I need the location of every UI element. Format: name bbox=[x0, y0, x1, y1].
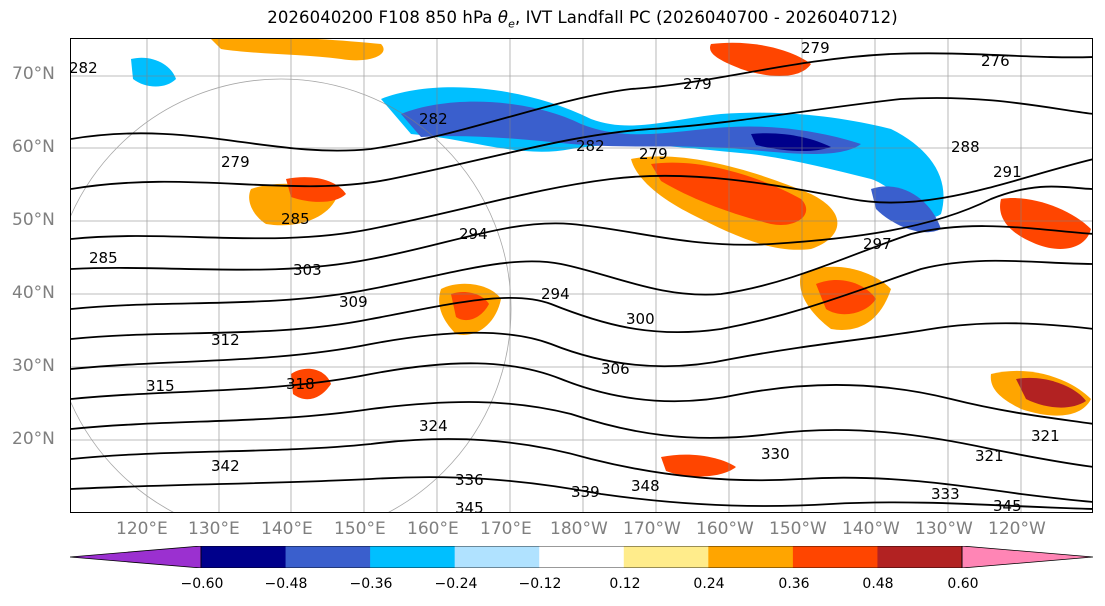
lat-label: 50°N bbox=[12, 210, 55, 230]
contour-label: 336 bbox=[455, 471, 484, 489]
contour-label: 339 bbox=[571, 483, 600, 501]
contour-label: 291 bbox=[993, 163, 1022, 181]
contour-label: 294 bbox=[541, 285, 570, 303]
map-title: 2026040200 F108 850 hPa θe, IVT Landfall… bbox=[0, 8, 1105, 30]
colorbar-tick-label: 0.12 bbox=[609, 576, 641, 592]
colorbar-tick-label: −0.12 bbox=[518, 576, 562, 592]
lon-label: 160°E bbox=[407, 519, 459, 539]
lat-label: 60°N bbox=[12, 137, 55, 157]
contour-label: 315 bbox=[146, 377, 175, 395]
lon-label: 120°E bbox=[116, 519, 168, 539]
title-suffix: , IVT Landfall PC (2026040700 - 20260407… bbox=[514, 8, 898, 27]
pos-region-subtrop bbox=[661, 454, 736, 477]
pos-core-japan bbox=[286, 177, 346, 202]
contour-label: 282 bbox=[71, 59, 98, 77]
colorbar-segment bbox=[370, 546, 456, 568]
shading-layer bbox=[131, 39, 1091, 477]
colorbar bbox=[70, 546, 1093, 568]
contour-label: 279 bbox=[639, 145, 668, 163]
colorbar-tick-label: 0.24 bbox=[693, 576, 725, 592]
colorbar-tick-label: −0.24 bbox=[434, 576, 478, 592]
contour-label: 345 bbox=[455, 499, 484, 513]
lon-label: 150°W bbox=[769, 519, 827, 539]
contour-label: 324 bbox=[419, 417, 448, 435]
lat-label: 20°N bbox=[12, 429, 55, 449]
colorbar-segments bbox=[70, 546, 1093, 568]
contour-label: 348 bbox=[631, 477, 660, 495]
lon-label: 150°E bbox=[334, 519, 386, 539]
colorbar-tick-label: −0.36 bbox=[349, 576, 393, 592]
contour-label: 282 bbox=[576, 137, 605, 155]
lon-label: 170°W bbox=[623, 519, 681, 539]
contour-label: 342 bbox=[211, 457, 240, 475]
title-theta: θ bbox=[497, 8, 509, 27]
colorbar-tick-label: 0.36 bbox=[778, 576, 810, 592]
contour-label: 321 bbox=[975, 447, 1004, 465]
contour-label: 294 bbox=[459, 225, 488, 243]
contour-label: 279 bbox=[683, 75, 712, 93]
contour-label: 288 bbox=[951, 138, 980, 156]
pos-region-okhotsk bbox=[211, 39, 384, 61]
lon-label: 160°W bbox=[696, 519, 754, 539]
colorbar-segment bbox=[623, 546, 709, 568]
pos-region-pnw bbox=[1000, 198, 1091, 249]
colorbar-tick-label: −0.60 bbox=[180, 576, 224, 592]
title-prefix: 2026040200 F108 850 hPa bbox=[267, 8, 498, 27]
colorbar-extend-low bbox=[70, 546, 202, 568]
contour-label: 303 bbox=[293, 261, 322, 279]
colorbar-segment bbox=[539, 546, 625, 568]
map-panel: 279 276 282 282 279 279 282 279 288 291 … bbox=[70, 38, 1093, 513]
pos-region-ak-north bbox=[710, 42, 811, 76]
contour-label: 345 bbox=[993, 497, 1022, 513]
lon-label: 140°W bbox=[842, 519, 900, 539]
contour-label: 285 bbox=[89, 249, 118, 267]
theta-e-contours bbox=[71, 52, 1092, 510]
colorbar-segment bbox=[792, 546, 878, 568]
colorbar-tick-label: 0.48 bbox=[862, 576, 894, 592]
lon-label: 170°E bbox=[480, 519, 532, 539]
contour-label: 300 bbox=[626, 310, 655, 328]
contour-label: 279 bbox=[801, 39, 830, 57]
colorbar-segment bbox=[877, 546, 963, 568]
contour-label: 330 bbox=[761, 445, 790, 463]
lat-label: 40°N bbox=[12, 283, 55, 303]
contour-label: 312 bbox=[211, 331, 240, 349]
lon-label: 140°E bbox=[261, 519, 313, 539]
contour-label: 279 bbox=[221, 153, 250, 171]
map-canvas: 279 276 282 282 279 279 282 279 288 291 … bbox=[71, 39, 1092, 513]
lon-label: 130°W bbox=[915, 519, 973, 539]
colorbar-border bbox=[200, 546, 963, 568]
contour-label: 333 bbox=[931, 485, 960, 503]
colorbar-segment bbox=[454, 546, 540, 568]
contour-label: 309 bbox=[339, 293, 368, 311]
pos-core-center bbox=[816, 279, 876, 315]
colorbar-segment bbox=[285, 546, 371, 568]
contour-label: 276 bbox=[981, 52, 1010, 70]
lat-label: 70°N bbox=[12, 64, 55, 84]
contour-label: 297 bbox=[863, 235, 892, 253]
lon-label: 180°W bbox=[550, 519, 608, 539]
contour-label: 306 bbox=[601, 360, 630, 378]
neg-region-west bbox=[131, 57, 176, 87]
graticule bbox=[71, 39, 1092, 512]
contour-label: 321 bbox=[1031, 427, 1060, 445]
neg-core-dark bbox=[751, 133, 831, 152]
title-theta-sub: e bbox=[508, 17, 515, 31]
lon-label: 130°E bbox=[188, 519, 240, 539]
colorbar-tick-label: −0.48 bbox=[264, 576, 308, 592]
pos-core-socal bbox=[1016, 377, 1086, 408]
contour-label: 285 bbox=[281, 210, 310, 228]
colorbar-segment bbox=[708, 546, 794, 568]
pos-core-nepac bbox=[651, 162, 807, 225]
contour-label: 282 bbox=[419, 110, 448, 128]
lat-label: 30°N bbox=[12, 356, 55, 376]
lon-label: 120°W bbox=[988, 519, 1046, 539]
colorbar-tick-label: 0.60 bbox=[947, 576, 979, 592]
colorbar-extend-high bbox=[961, 546, 1093, 568]
colorbar-segment bbox=[201, 546, 287, 568]
contour-label: 318 bbox=[286, 375, 315, 393]
contour-label-group: 279 276 282 282 279 279 282 279 288 291 … bbox=[71, 39, 1060, 513]
